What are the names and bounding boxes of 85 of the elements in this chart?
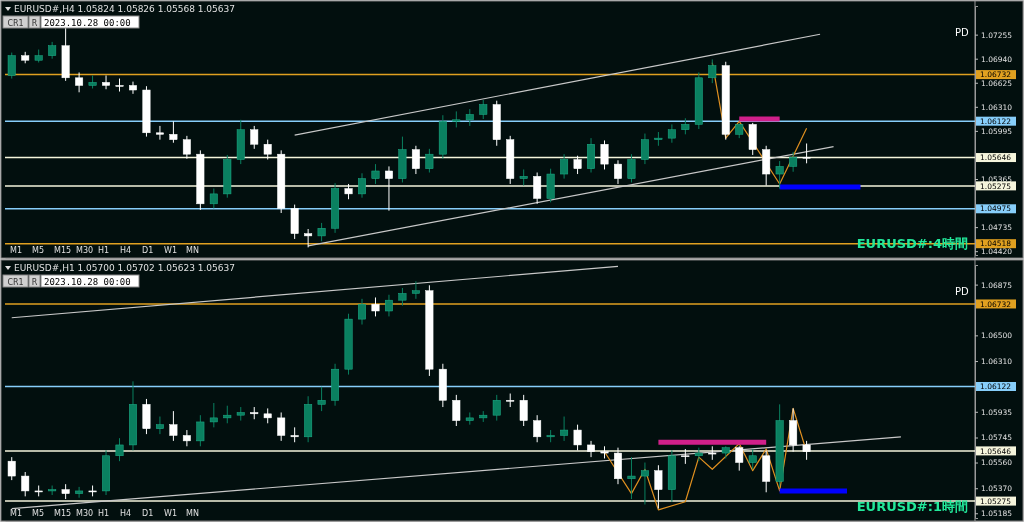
candlestick [667,123,676,144]
annotation: H1 [98,509,110,518]
candlestick [371,163,380,185]
annotation: PD [955,286,970,297]
candlestick [155,416,164,435]
candlestick [196,414,205,447]
annotation: M5 [32,509,44,518]
candlestick [587,440,595,458]
candlestick [21,471,30,497]
annotation: EURUSD#:1時間 [856,499,968,514]
annotation: M15 [54,246,72,255]
annotation: 2023.10.28 00:00 [44,17,131,28]
candlestick [519,394,528,427]
candlestick [560,416,569,442]
candlestick [654,464,663,510]
candlestick [640,462,649,505]
candlestick [775,160,784,190]
candlestick [627,456,636,500]
annotation: H1 [98,246,110,255]
annotation: M5 [32,246,44,255]
annotation: H4 [120,246,132,255]
candlestick [102,75,110,90]
annotation: MN [186,246,199,255]
candlestick [385,294,393,317]
candlestick [7,456,16,481]
candlestick [209,188,218,209]
candlestick [533,414,542,443]
candlestick [304,228,313,248]
chart-title: EURUSD#,H4 1.05824 1.05826 1.05568 1.05637 [14,4,235,14]
candlestick [75,486,84,499]
candlestick [358,298,366,326]
candlestick [640,133,649,165]
annotation: 2023.10.28 00:00 [44,276,131,287]
candlestick [708,58,717,84]
candlestick [492,394,501,422]
candlestick [209,402,218,428]
candlestick [317,222,326,242]
annotation: MN [186,509,199,518]
annotation: D1 [142,509,154,518]
candlestick [425,148,434,174]
candlestick [600,139,609,170]
candlestick [479,99,488,120]
candlestick [789,151,798,173]
candlestick [802,142,811,164]
candlestick [317,386,326,412]
candlestick [614,159,622,185]
candlestick [182,429,191,447]
candlestick [573,155,582,175]
candlestick [802,440,811,461]
annotation: M15 [54,509,72,518]
chart-title: EURUSD#,H1 1.05700 1.05702 1.05623 1.05637 [14,263,235,273]
annotation: M30 [76,509,94,518]
annotation: M30 [76,246,94,255]
candlestick [358,172,366,199]
annotation: W1 [164,509,177,518]
candlestick [735,445,744,472]
candlestick [627,153,636,183]
candlestick [371,296,380,317]
annotation: PD [955,27,970,38]
candlestick [7,52,16,80]
candlestick [115,437,124,462]
candlestick [385,165,393,212]
candlestick [129,81,137,95]
candlestick [560,153,569,180]
annotation: M1 [10,246,22,255]
annotation: CR1 [7,18,24,28]
candlestick [533,172,542,205]
candlestick [263,139,272,161]
annotation: H4 [120,509,132,518]
candlestick [277,411,286,442]
annotation: D1 [142,246,154,255]
candlestick [250,125,259,150]
candlestick [748,448,757,470]
candlestick [169,120,178,144]
annotation: M1 [10,509,22,518]
candlestick [411,280,420,300]
candlestick [573,424,582,451]
candlestick [169,410,178,442]
candlestick [411,145,420,175]
candlestick [75,71,84,93]
candlestick [182,135,191,160]
candlestick [452,394,461,427]
annotation: CR1 [7,277,24,287]
candlestick [155,125,164,141]
annotation: W1 [164,246,177,255]
